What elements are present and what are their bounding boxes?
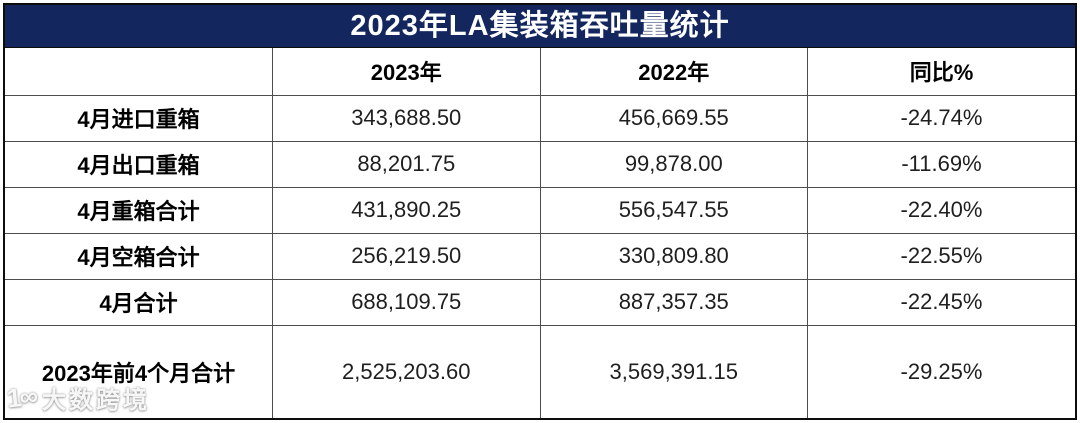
- table-frame: 2023年LA集装箱吞吐量统计 2023年 2022年 同比% 4月进口重箱 3…: [3, 3, 1077, 420]
- value-2023-cell: 88,201.75: [272, 140, 541, 188]
- value-2022-cell: 887,357.35: [539, 278, 808, 326]
- yoy-cell: -22.55%: [807, 232, 1075, 280]
- value-2023-cell: 431,890.25: [272, 186, 541, 234]
- yoy-cell: -22.40%: [807, 186, 1075, 234]
- row-label-cell: 4月出口重箱: [5, 140, 273, 188]
- table-title: 2023年LA集装箱吞吐量统计: [5, 5, 1075, 48]
- row-label-cell: 4月进口重箱: [5, 94, 273, 142]
- table-row: 4月空箱合计 256,219.50 330,809.80 -22.55%: [5, 232, 1075, 280]
- header-row: 2023年 2022年 同比%: [5, 48, 1075, 96]
- table-row: 4月出口重箱 88,201.75 99,878.00 -11.69%: [5, 140, 1075, 188]
- row-label-cell: 4月合计: [5, 278, 273, 326]
- value-2023-cell: 688,109.75: [272, 278, 541, 326]
- value-2022-cell: 456,669.55: [539, 94, 808, 142]
- column-header-2023: 2023年: [272, 48, 541, 96]
- value-2022-cell: 3,569,391.15: [539, 324, 808, 418]
- table-row: 4月合计 688,109.75 887,357.35 -22.45%: [5, 278, 1075, 326]
- column-header-rowlabel: [5, 48, 273, 96]
- yoy-cell: -11.69%: [807, 140, 1075, 188]
- value-2023-cell: 2,525,203.60: [272, 324, 541, 418]
- value-2022-cell: 556,547.55: [539, 186, 808, 234]
- table-body: 4月进口重箱 343,688.50 456,669.55 -24.74% 4月出…: [5, 94, 1075, 418]
- value-2022-cell: 99,878.00: [539, 140, 808, 188]
- column-header-yoy: 同比%: [807, 48, 1075, 96]
- column-header-2022: 2022年: [539, 48, 808, 96]
- throughput-table: 2023年 2022年 同比% 4月进口重箱 343,688.50 456,66…: [5, 48, 1075, 418]
- yoy-cell: -29.25%: [807, 324, 1075, 418]
- value-2023-cell: 343,688.50: [272, 94, 541, 142]
- yoy-cell: -22.45%: [807, 278, 1075, 326]
- row-label-cell: 2023年前4个月合计: [5, 324, 273, 418]
- value-2022-cell: 330,809.80: [539, 232, 808, 280]
- table-row: 4月重箱合计 431,890.25 556,547.55 -22.40%: [5, 186, 1075, 234]
- table-header: 2023年 2022年 同比%: [5, 48, 1075, 96]
- table-row: 4月进口重箱 343,688.50 456,669.55 -24.74%: [5, 94, 1075, 142]
- yoy-cell: -24.74%: [807, 94, 1075, 142]
- row-label-cell: 4月重箱合计: [5, 186, 273, 234]
- value-2023-cell: 256,219.50: [272, 232, 541, 280]
- table-row-total: 2023年前4个月合计 2,525,203.60 3,569,391.15 -2…: [5, 324, 1075, 418]
- row-label-cell: 4月空箱合计: [5, 232, 273, 280]
